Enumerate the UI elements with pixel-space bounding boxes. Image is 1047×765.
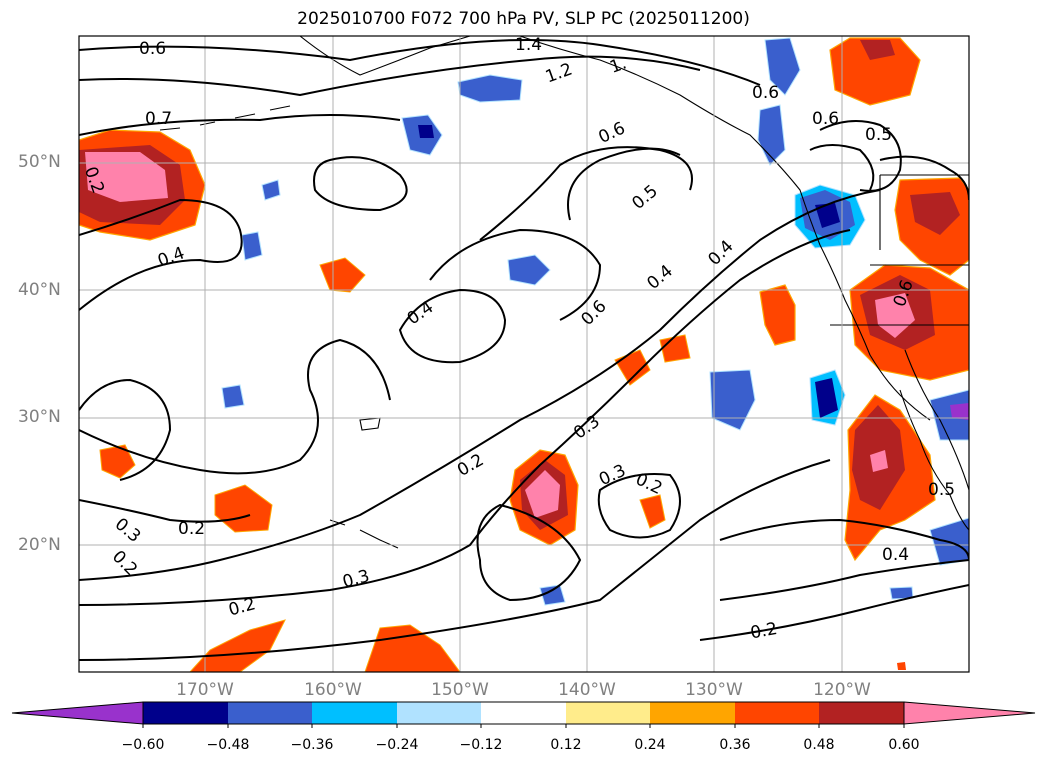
colorbar-tick: −0.24 [375,737,419,753]
colorbar-tick: −0.12 [459,737,503,753]
colorbar-bin-1 [143,702,228,724]
pv-shading [79,37,969,672]
colorbar-bin-2 [228,702,312,724]
contour-label: 0.5 [928,480,955,500]
colorbar-bin-8 [735,702,819,724]
lat-label-20n: 20°N [18,535,61,555]
lon-label-160w: 160°W [304,680,362,700]
lat-label-50n: 50°N [18,152,61,172]
lon-label-120w: 120°W [813,680,871,700]
colorbar [11,701,1036,728]
contour-label: 0.6 [812,109,839,129]
contour-label: 1.4 [515,35,542,55]
colorbar-extend-min [11,701,144,725]
colorbar-bin-9 [819,702,904,724]
contour-label: 0.6 [752,83,779,103]
colorbar-bin-6 [566,702,650,724]
lon-label-140w: 140°W [558,680,616,700]
colorbar-bin-4 [397,702,481,724]
pv-blob-ne [829,37,921,106]
colorbar-bin-5 [481,702,566,724]
contour-label: 0.7 [145,109,172,129]
contour-label: 0.6 [139,39,166,59]
colorbar-bin-7 [650,702,735,724]
colorbar-tick: 0.12 [550,737,582,753]
lon-label-130w: 130°W [685,680,743,700]
colorbar-extend-max [903,701,1036,725]
contour-label: 0.2 [749,619,779,643]
lat-label-40n: 40°N [18,280,61,300]
colorbar-tick: 0.60 [888,737,920,753]
colorbar-tick: 0.48 [803,737,835,753]
colorbar-bin-3 [312,702,397,724]
lat-label-30n: 30°N [18,407,61,427]
colorbar-tick: −0.60 [121,737,165,753]
colorbar-tick: 0.24 [634,737,666,753]
lon-label-170w: 170°W [176,680,234,700]
colorbar-tick: 0.36 [719,737,751,753]
slp-contours [79,39,969,661]
colorbar-tick: −0.48 [206,737,250,753]
contour-label: 1. [607,53,629,77]
contour-label: 0.4 [882,545,909,565]
map-border [78,35,970,673]
colorbar-tick: −0.36 [290,737,334,753]
lon-label-150w: 150°W [431,680,489,700]
contour-label: 0.5 [865,125,892,145]
map-title: 2025010700 F072 700 hPa PV, SLP PC (2025… [297,9,750,29]
map-panel [79,36,969,672]
contour-label: 0.2 [178,519,205,539]
